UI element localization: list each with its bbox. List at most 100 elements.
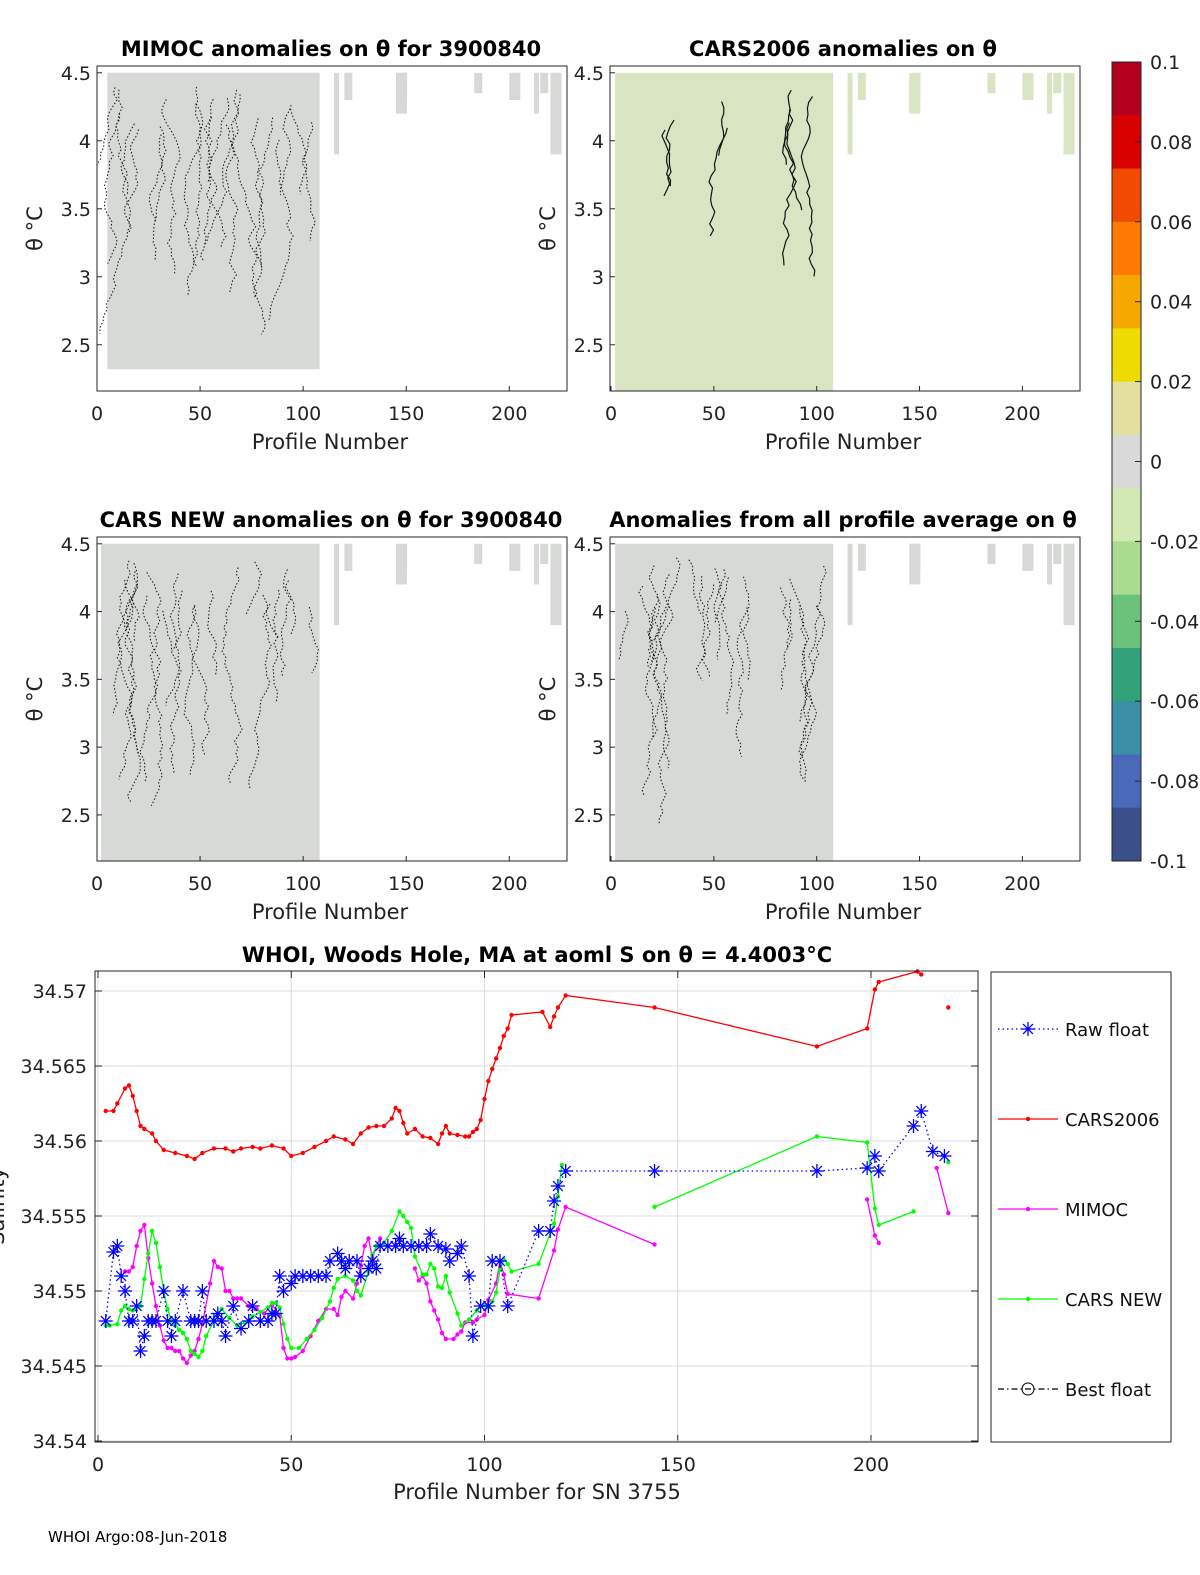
data-point — [392, 1231, 407, 1246]
y-tick-label: 34.54 — [33, 1431, 87, 1453]
asterisk-marker-stroke — [486, 1255, 498, 1267]
asterisk-marker-stroke — [216, 1315, 228, 1327]
data-point — [331, 1134, 336, 1139]
asterisk-marker-stroke — [560, 1165, 572, 1177]
colorbar-tick-label: 0 — [1150, 452, 1162, 474]
data-point — [227, 1288, 232, 1294]
asterisk-marker-stroke — [351, 1255, 363, 1267]
data-point — [551, 1221, 557, 1226]
anomaly-sliver — [1047, 543, 1053, 585]
anomaly-sliver — [344, 72, 353, 100]
anomaly-sliver — [1063, 72, 1075, 155]
data-point — [474, 1317, 479, 1322]
data-point — [331, 1306, 336, 1312]
anomaly-sliver — [987, 543, 996, 565]
data-point — [343, 1137, 348, 1142]
data-point — [168, 1314, 183, 1328]
data-point — [146, 1251, 151, 1256]
contour-panel-2: 0 50 100 150 200 2.5 3 3.5 4 4.5 CARS2006 anomalie… — [536, 37, 1081, 454]
data-point — [559, 1162, 564, 1168]
data-point — [211, 1146, 217, 1151]
contour-line — [638, 585, 658, 797]
data-point — [497, 1045, 503, 1051]
contour-line — [290, 108, 316, 242]
x-tick-label: 150 — [901, 403, 937, 425]
data-point — [919, 972, 924, 977]
contour-line — [665, 119, 675, 187]
colorbar-swatch — [1112, 221, 1141, 276]
y-tick-label: 3.5 — [61, 199, 91, 221]
data-point — [223, 1146, 228, 1151]
contour-line — [735, 576, 750, 757]
data-point — [405, 1219, 410, 1225]
data-point — [180, 1330, 186, 1336]
data-point — [563, 1204, 568, 1210]
legend-marker — [1025, 1296, 1031, 1302]
contour-line — [207, 590, 218, 675]
data-point — [215, 1264, 221, 1270]
data-point — [138, 1123, 143, 1129]
x-tick-label: 200 — [491, 873, 527, 895]
asterisk-marker-stroke — [177, 1285, 189, 1297]
data-point — [358, 1131, 364, 1136]
asterisk-marker-stroke — [289, 1270, 301, 1282]
data-point — [226, 1299, 241, 1313]
data-point — [551, 1248, 557, 1253]
asterisk-marker-stroke — [193, 1315, 204, 1327]
anomaly-sliver — [909, 72, 921, 114]
contour-line — [308, 606, 319, 674]
y-axis-label: θ °C — [23, 206, 47, 251]
data-point — [176, 1348, 182, 1354]
data-point — [876, 1240, 881, 1246]
data-point — [210, 1306, 225, 1321]
data-point — [129, 1299, 144, 1313]
data-point — [126, 1269, 132, 1274]
data-point — [459, 1323, 464, 1328]
x-tick-label: 0 — [92, 1454, 104, 1476]
data-point — [330, 1246, 345, 1261]
asterisk-marker-stroke — [1022, 1023, 1034, 1035]
data-point — [288, 1269, 303, 1283]
x-axis-label: Profile Number — [765, 430, 922, 454]
data-point — [424, 1272, 429, 1277]
y-tick-label: 3 — [79, 267, 91, 289]
data-point — [492, 1254, 507, 1268]
asterisk-marker-stroke — [367, 1255, 378, 1267]
axes-box — [609, 536, 1081, 862]
data-point — [350, 1141, 356, 1147]
x-tick-label: 100 — [285, 403, 321, 425]
data-point — [241, 1314, 256, 1328]
data-point — [173, 1348, 178, 1354]
data-point — [451, 1336, 456, 1342]
data-point — [300, 1348, 306, 1354]
data-point — [327, 1299, 333, 1304]
y-tick-label: 4.5 — [574, 534, 604, 556]
asterisk-marker-stroke — [861, 1162, 873, 1174]
data-point — [547, 1194, 562, 1208]
data-point — [366, 1125, 371, 1130]
data-point — [438, 1242, 453, 1256]
asterisk-marker-stroke — [127, 1315, 139, 1327]
data-point — [300, 1150, 306, 1156]
asterisk-marker-stroke — [247, 1300, 258, 1312]
colorbar-swatch — [1112, 328, 1141, 383]
data-point — [200, 1348, 205, 1354]
asterisk-marker-stroke — [544, 1225, 556, 1237]
anomaly-sliver — [402, 543, 408, 571]
data-point — [389, 1228, 394, 1234]
contour-line — [279, 569, 292, 678]
colorbar-swatch — [1112, 701, 1141, 755]
data-point — [269, 1143, 275, 1148]
data-point — [439, 1285, 445, 1291]
contour-line — [139, 572, 162, 783]
data-point — [122, 1303, 128, 1309]
asterisk-marker-stroke — [297, 1270, 309, 1282]
x-tick-label: 50 — [279, 1454, 303, 1476]
y-tick-label: 34.565 — [21, 1056, 87, 1078]
data-point — [389, 1116, 394, 1121]
data-point — [558, 1164, 573, 1178]
contour-line — [272, 589, 280, 639]
contour-line — [646, 565, 659, 668]
data-point — [377, 1236, 383, 1241]
anomaly-sliver — [474, 72, 483, 94]
